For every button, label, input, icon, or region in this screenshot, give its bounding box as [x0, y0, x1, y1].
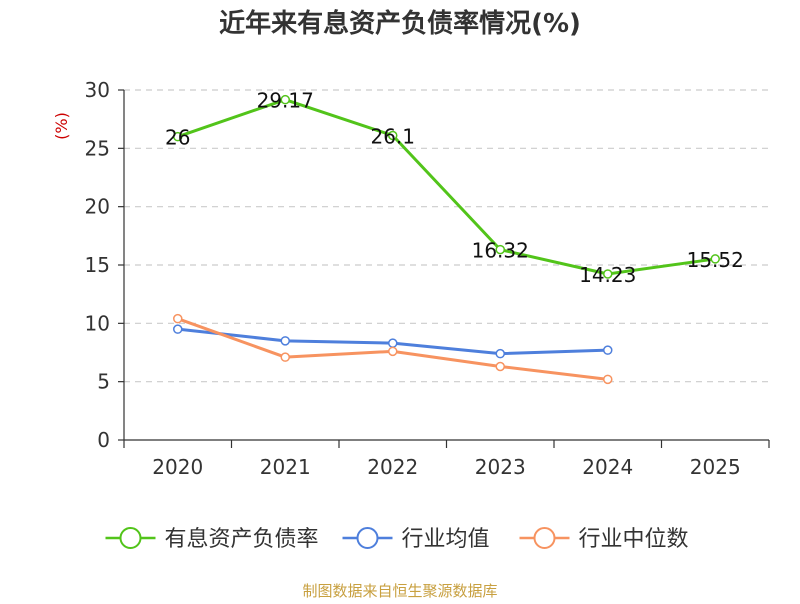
x-tick-label-3: 2023	[475, 455, 526, 479]
legend-item-2: 行业中位数	[519, 527, 689, 552]
x-tick-label-4: 2024	[582, 455, 633, 479]
point-s2-0	[173, 313, 183, 324]
legend-marker-1	[356, 527, 379, 549]
point-s0-0	[173, 131, 183, 142]
x-tick-label-0: 2020	[152, 455, 203, 479]
legend-label-2: 行业中位数	[579, 527, 689, 552]
legend-item-0: 有息资产负债率	[105, 527, 319, 552]
legend: 有息资产负债率 行业均值 行业中位数	[105, 527, 689, 552]
series-layer	[173, 94, 720, 385]
x-tick-label-2: 2022	[367, 455, 418, 479]
point-s2-4	[603, 374, 613, 385]
y-tick-label-5: 25	[85, 136, 110, 160]
y-tick-label-3: 15	[85, 253, 110, 277]
y-tick-label-0: 0	[97, 428, 110, 452]
data-label-s0-3: 16.32	[472, 239, 529, 263]
data-label-s0-2: 26.1	[370, 125, 415, 149]
series-line-0	[177, 98, 716, 276]
data-labels: 26 29.17 26.1 16.32 14.23 15.52	[165, 89, 744, 287]
legend-label-0: 有息资产负债率	[165, 527, 319, 552]
point-s2-2	[388, 346, 398, 357]
legend-label-1: 行业均值	[402, 527, 490, 552]
point-s1-3	[495, 348, 505, 359]
data-label-s0-0: 26	[165, 126, 190, 150]
point-s1-0	[173, 324, 183, 334]
x-tick-label-5: 2025	[690, 455, 741, 479]
legend-marker-2	[533, 527, 556, 549]
x-tick-label-1: 2021	[260, 455, 311, 479]
point-s0-4	[603, 269, 613, 279]
data-label-s0-4: 14.23	[579, 263, 636, 287]
point-s0-5	[710, 254, 720, 264]
point-s0-3	[495, 244, 505, 255]
y-tick-label-6: 30	[85, 78, 110, 102]
point-s2-3	[495, 361, 505, 372]
point-s0-1	[280, 94, 290, 105]
chart-title: 近年来有息资产负债率情况(%)	[219, 8, 581, 39]
y-tick-label-4: 20	[85, 195, 110, 219]
legend-item-1: 行业均值	[342, 527, 490, 552]
point-s1-1	[280, 336, 290, 346]
data-label-s0-5: 15.52	[687, 248, 744, 272]
point-s2-1	[280, 352, 290, 362]
source-note: 制图数据来自恒生聚源数据库	[302, 582, 497, 600]
y-tick-label-2: 10	[85, 311, 110, 335]
point-s0-2	[388, 130, 398, 141]
data-label-s0-1: 29.17	[257, 89, 314, 113]
y-axis-unit-label: (%)	[52, 112, 71, 140]
legend-marker-0	[119, 527, 142, 549]
point-s1-4	[603, 345, 613, 355]
y-tick-label-1: 5	[97, 370, 110, 394]
point-s1-2	[388, 338, 398, 348]
grid-lines	[124, 89, 769, 383]
